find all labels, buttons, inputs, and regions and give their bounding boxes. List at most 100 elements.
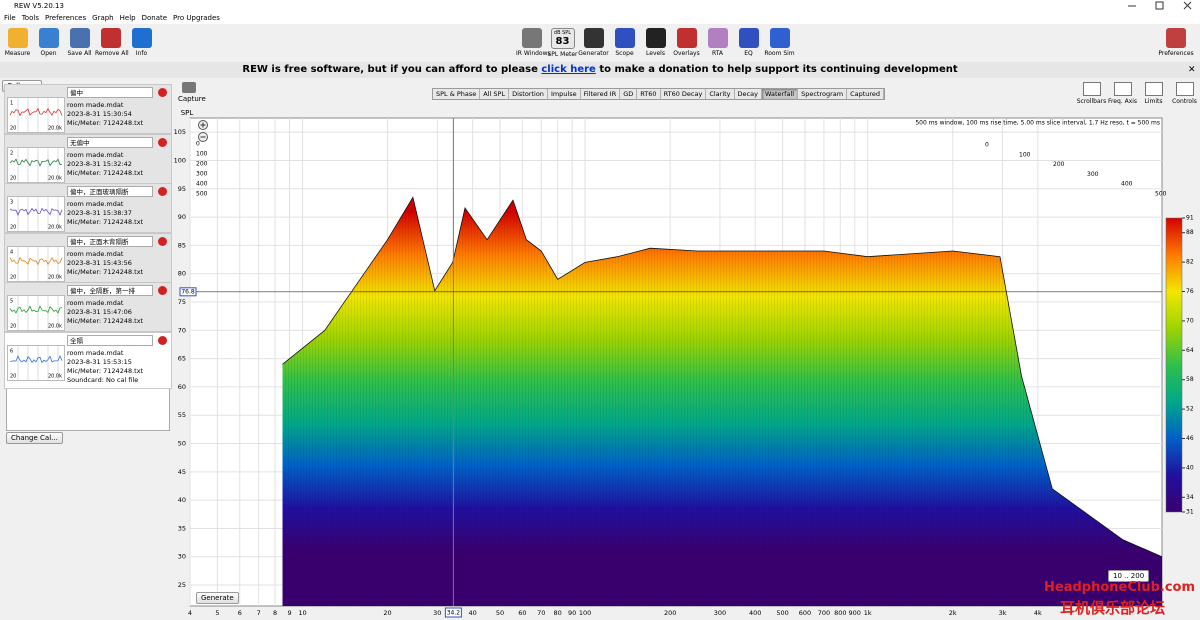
graph-tab[interactable]: Spectrogram xyxy=(798,89,848,99)
measurement[interactable]: 无偏中 room made.mdat 2023-8-31 15:32:42 Mic/M… xyxy=(4,133,172,184)
thumb-axis-label: 20.0k xyxy=(48,373,62,379)
watermark: HeadphoneClub.com xyxy=(1044,580,1196,595)
range-box[interactable]: 10 .. 200 xyxy=(1108,570,1150,582)
measurement-date: 2023-8-31 15:32:42 xyxy=(67,159,132,168)
measurement[interactable]: 偏中，全隔断，第一排 room made.mdat 2023-8-31 15:47:… xyxy=(4,282,172,332)
graph-tab[interactable]: Distortion xyxy=(509,89,548,99)
graph-control[interactable]: Freq. Axis xyxy=(1107,82,1138,105)
menu-item[interactable]: File xyxy=(4,14,16,22)
menu-item[interactable]: Help xyxy=(119,14,136,22)
delete-icon[interactable] xyxy=(158,335,167,345)
graph-control[interactable]: Controls xyxy=(1169,82,1200,105)
y-tick-label: 30 xyxy=(178,553,186,561)
x-tick-label: 8 xyxy=(273,609,277,617)
delete-icon[interactable] xyxy=(158,88,167,97)
menu-item[interactable]: Donate xyxy=(141,14,168,22)
time-tick-label: 200 xyxy=(196,161,208,168)
generate-button[interactable]: Generate xyxy=(196,592,239,604)
measurement[interactable]: 全隔 room made.mdat 2023-8-31 15:53:15 Mic/Me… xyxy=(4,331,172,389)
graph-tab[interactable]: Impulse xyxy=(548,89,581,99)
graph-tab[interactable]: RT60 xyxy=(637,89,661,99)
menu-item[interactable]: Graph xyxy=(92,14,114,22)
thumb-axis-label: 20 xyxy=(10,126,16,132)
y-tick-label: 50 xyxy=(178,440,186,448)
menu-item[interactable]: Preferences xyxy=(44,14,87,22)
thumb-index: 6 xyxy=(10,348,13,354)
tool-button[interactable]: Info xyxy=(126,28,157,57)
measurement[interactable]: 偏中，正面木背隔断 room made.mdat 2023-8-31 15:43:5… xyxy=(4,232,172,283)
tool-button[interactable]: dB SPL 83 SPL Meter xyxy=(547,28,578,58)
thumb-index: 3 xyxy=(10,200,13,206)
thumb-axis-label: 20.0k xyxy=(48,324,62,330)
tool-icon xyxy=(583,28,604,48)
measurement-name[interactable]: 全隔 xyxy=(67,334,153,346)
x-tick-label: 60 xyxy=(518,609,526,617)
delete-icon[interactable] xyxy=(158,286,167,295)
x-tick-label: 50 xyxy=(496,609,504,617)
time-tick-label: 0 xyxy=(196,141,200,148)
tool-label: Overlays xyxy=(673,50,700,57)
y-tick-label: 95 xyxy=(178,185,186,193)
tool-button[interactable]: Levels xyxy=(640,28,671,58)
graph-tab[interactable]: Filtered IR xyxy=(581,89,621,99)
tool-label: RTA xyxy=(711,50,724,57)
delete-icon[interactable] xyxy=(158,137,167,147)
delete-icon[interactable] xyxy=(158,187,167,196)
tool-button[interactable]: Measure xyxy=(2,28,33,57)
measurement-date: 2023-8-31 15:47:06 xyxy=(67,308,132,316)
measurement-name[interactable]: 无偏中 xyxy=(67,136,153,148)
graph-control[interactable]: Limits xyxy=(1138,82,1169,105)
tool-icon xyxy=(38,28,59,48)
thumbnail: 1 20 20.0k xyxy=(7,97,65,133)
graph-tab[interactable]: Waterfall xyxy=(761,89,799,99)
tool-label: Remove All xyxy=(95,50,129,57)
capture[interactable]: Capture xyxy=(178,82,206,103)
measurement-name[interactable]: 偏中 xyxy=(67,87,153,98)
x-tick-label: 6 xyxy=(238,609,242,617)
measurement-date: 2023-8-31 15:30:54 xyxy=(67,110,132,118)
tool-label: Measure xyxy=(4,50,31,57)
measurement[interactable]: 偏中，正面玻璃隔断 room made.mdat 2023-8-31 15:38:3… xyxy=(4,183,172,233)
tool-button[interactable]: Save All xyxy=(64,28,95,57)
delete-icon[interactable] xyxy=(158,236,167,246)
tool-button[interactable]: Remove All xyxy=(95,28,129,57)
x-tick-label: 600 xyxy=(799,609,811,617)
measurement-name[interactable]: 偏中，全隔断，第一排 xyxy=(67,285,153,296)
tool-button[interactable]: Room Sim xyxy=(764,28,795,58)
donate-link[interactable]: click here xyxy=(541,64,596,75)
tool-button[interactable]: Preferences xyxy=(1156,28,1196,57)
close-banner[interactable]: ✕ xyxy=(1188,65,1196,75)
measurement-date: 2023-8-31 15:43:56 xyxy=(67,258,132,267)
time-tick-label: 500 xyxy=(196,191,208,198)
tool-button[interactable]: Scope xyxy=(609,28,640,58)
graph-tab[interactable]: GD xyxy=(620,89,638,99)
tool-icon xyxy=(1166,28,1186,48)
graph-tab[interactable]: Clarity xyxy=(706,89,735,99)
menu-item[interactable]: Pro Upgrades xyxy=(173,14,220,22)
cursor-x-label: 34.2 xyxy=(447,610,461,617)
graph-tab[interactable]: Decay xyxy=(735,89,762,99)
measurement-name[interactable]: 偏中，正面玻璃隔断 xyxy=(67,186,153,197)
change-cal-button[interactable]: Change Cal... xyxy=(6,432,63,444)
tool-button[interactable]: Generator xyxy=(578,28,609,58)
tool-button[interactable]: Overlays xyxy=(671,28,702,58)
tool-button[interactable]: RTA xyxy=(702,28,733,58)
graph-tab[interactable]: RT60 Decay xyxy=(661,89,707,99)
measurement-meter: Mic/Meter: 7124248.txt xyxy=(67,168,144,177)
thumb-axis-label: 20 xyxy=(10,225,16,231)
tool-label: Preferences xyxy=(1158,50,1194,57)
menu-item[interactable]: Tools xyxy=(21,14,39,22)
thumb-axis-label: 20.0k xyxy=(48,225,62,231)
thumb-axis-label: 20.0k xyxy=(48,126,62,132)
tool-button[interactable]: EQ xyxy=(733,28,764,58)
x-tick-label: 900 xyxy=(849,609,861,617)
graph-tab[interactable]: All SPL xyxy=(480,89,510,99)
graph-tab[interactable]: SPL & Phase xyxy=(433,89,481,99)
spl-unit: dB SPL xyxy=(553,30,572,36)
notes-box[interactable] xyxy=(6,387,170,431)
graph-tab[interactable]: Captured xyxy=(847,89,885,99)
measurement-name[interactable]: 偏中，正面木背隔断 xyxy=(67,235,153,247)
graph-control[interactable]: Scrollbars xyxy=(1076,82,1107,105)
tool-button[interactable]: IR Windows xyxy=(516,28,551,58)
tool-button[interactable]: Open xyxy=(33,28,64,57)
